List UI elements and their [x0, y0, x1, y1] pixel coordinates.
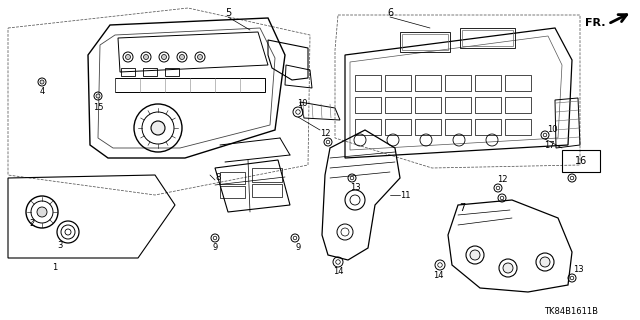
- Bar: [475, 119, 501, 135]
- Bar: [562, 150, 600, 172]
- Bar: [143, 68, 157, 76]
- Text: TK84B1611B: TK84B1611B: [544, 308, 598, 316]
- Text: 13: 13: [573, 266, 583, 275]
- Circle shape: [143, 54, 148, 60]
- Text: 8: 8: [215, 173, 221, 182]
- Text: 16: 16: [575, 156, 587, 166]
- Circle shape: [503, 263, 513, 273]
- Bar: [220, 186, 245, 198]
- Text: 6: 6: [387, 8, 393, 18]
- Text: 5: 5: [225, 8, 231, 18]
- Text: 15: 15: [93, 102, 103, 111]
- Text: 11: 11: [400, 190, 410, 199]
- Bar: [385, 75, 411, 91]
- Text: 14: 14: [333, 268, 343, 276]
- Bar: [355, 75, 381, 91]
- Circle shape: [179, 54, 184, 60]
- Bar: [252, 184, 282, 197]
- Text: 12: 12: [320, 129, 330, 138]
- Bar: [460, 28, 515, 48]
- Text: FR.: FR.: [584, 18, 605, 28]
- Text: 12: 12: [497, 175, 508, 185]
- Bar: [505, 97, 531, 113]
- Circle shape: [198, 54, 202, 60]
- Circle shape: [470, 250, 480, 260]
- Circle shape: [37, 207, 47, 217]
- Bar: [402, 34, 448, 50]
- Bar: [415, 119, 441, 135]
- Bar: [505, 119, 531, 135]
- Bar: [355, 119, 381, 135]
- Text: 9: 9: [296, 244, 301, 252]
- Bar: [355, 97, 381, 113]
- Text: 3: 3: [58, 242, 63, 251]
- Bar: [115, 78, 265, 92]
- Bar: [415, 97, 441, 113]
- Text: 9: 9: [212, 244, 218, 252]
- Text: 10: 10: [297, 99, 307, 108]
- Bar: [400, 32, 450, 52]
- Bar: [220, 172, 245, 184]
- Bar: [475, 97, 501, 113]
- Text: 14: 14: [433, 270, 444, 279]
- Text: 13: 13: [349, 183, 360, 193]
- Circle shape: [161, 54, 166, 60]
- Bar: [505, 75, 531, 91]
- Bar: [415, 75, 441, 91]
- Circle shape: [540, 257, 550, 267]
- Bar: [385, 119, 411, 135]
- Bar: [445, 97, 471, 113]
- Text: 4: 4: [40, 87, 45, 97]
- Text: 10: 10: [547, 125, 557, 134]
- Bar: [165, 68, 179, 76]
- Bar: [462, 30, 513, 46]
- Bar: [475, 75, 501, 91]
- Circle shape: [40, 80, 44, 84]
- Bar: [445, 119, 471, 135]
- Text: 1: 1: [52, 263, 58, 273]
- Circle shape: [125, 54, 131, 60]
- Bar: [121, 68, 135, 76]
- Circle shape: [96, 94, 100, 98]
- Circle shape: [151, 121, 165, 135]
- Text: 17: 17: [544, 140, 554, 149]
- Bar: [385, 97, 411, 113]
- Bar: [252, 168, 282, 182]
- Text: 7: 7: [459, 203, 465, 213]
- Text: 2: 2: [29, 220, 35, 228]
- Bar: [445, 75, 471, 91]
